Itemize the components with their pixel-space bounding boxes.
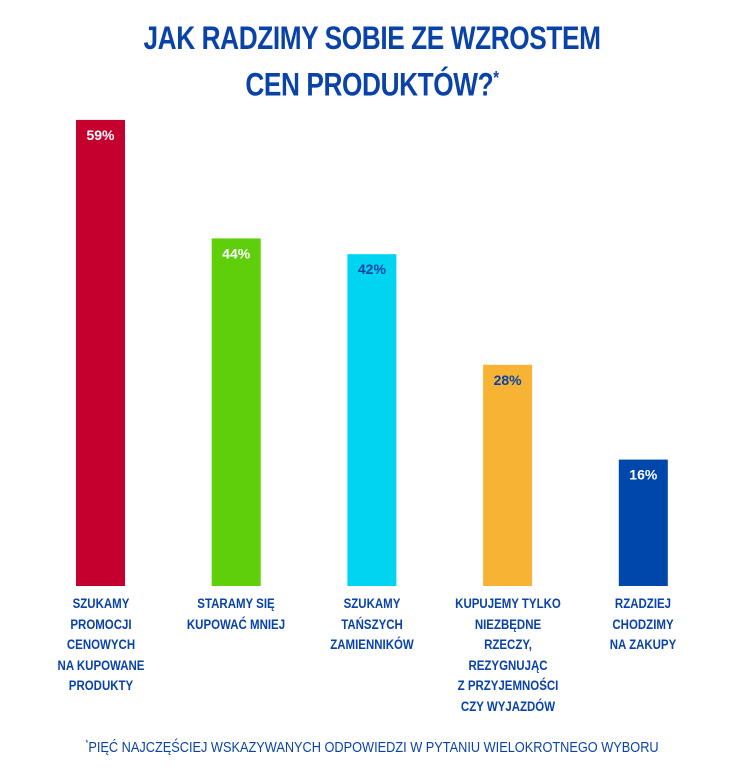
category-label: STARAMY SIĘ KUPOWAĆ MNIEJ xyxy=(187,596,286,632)
category-label: KUPUJEMY TYLKO NIEZBĘDNE RZECZY, REZYGNU… xyxy=(454,596,561,714)
title-line-2-text: CEN PRODUKTÓW? xyxy=(245,66,494,103)
bar xyxy=(76,119,125,587)
chart-title: JAK RADZIMY SOBIE ZE WZROSTEM CEN PRODUK… xyxy=(67,18,677,105)
category-label: RZADZIEJ CHODZIMY NA ZAKUPY xyxy=(610,596,677,652)
data-label: 59% xyxy=(86,127,115,143)
category-label: SZUKAMY TAŃSZYCH ZAMIENNIKÓW xyxy=(330,596,414,652)
title-asterisk: * xyxy=(493,68,499,88)
data-label: 44% xyxy=(222,245,251,261)
title-line-2: CEN PRODUKTÓW?* xyxy=(67,58,677,105)
footnote-asterisk: * xyxy=(85,738,89,748)
title-line-1: JAK RADZIMY SOBIE ZE WZROSTEM xyxy=(143,20,601,56)
bar xyxy=(211,238,261,586)
bar xyxy=(618,459,668,586)
category-label: SZUKAMY PROMOCJI CENOWYCH NA KUPOWANE PR… xyxy=(57,596,144,693)
data-label: 28% xyxy=(494,372,523,388)
footnote: *PIĘĆ NAJCZĘŚCIEJ WSKAZYWANYCH ODPOWIEDZ… xyxy=(56,738,688,756)
bar xyxy=(347,254,397,586)
data-label: 42% xyxy=(358,261,387,277)
bar xyxy=(483,364,533,586)
bar-chart: 59% 44% 42% 28% 16% xyxy=(76,119,668,587)
footnote-text: PIĘĆ NAJCZĘŚCIEJ WSKAZYWANYCH ODPOWIEDZI… xyxy=(88,739,659,756)
data-label: 16% xyxy=(629,467,658,483)
